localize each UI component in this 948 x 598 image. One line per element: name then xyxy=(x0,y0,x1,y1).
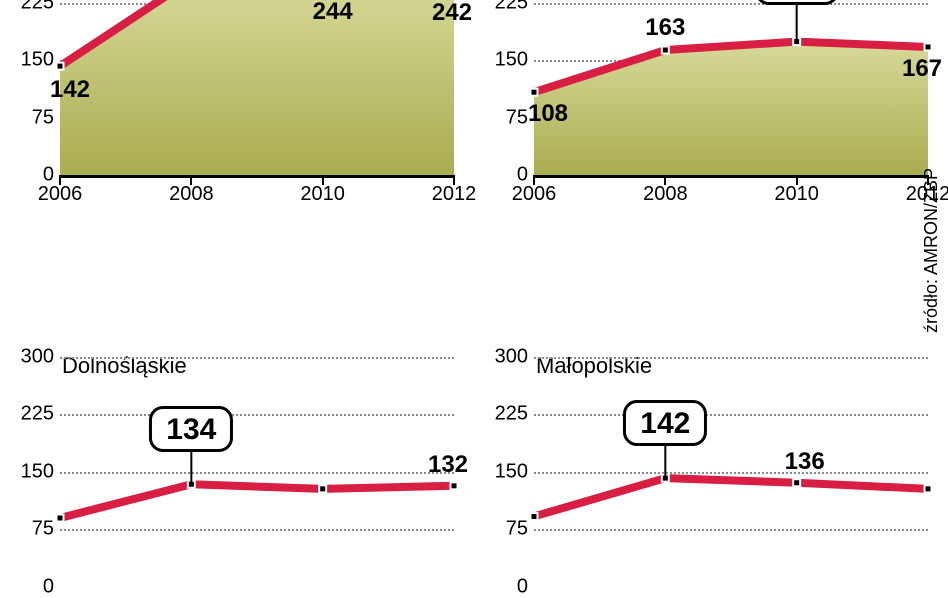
plot-area: 075150225300132134 xyxy=(60,357,454,587)
data-marker xyxy=(662,47,669,54)
y-tick-label: 150 xyxy=(21,460,54,483)
chart-svg xyxy=(60,0,454,175)
y-tick-label: 225 xyxy=(495,0,528,14)
callout-box: 174 xyxy=(755,0,839,5)
y-tick-label: 75 xyxy=(506,518,528,541)
x-tick-label: 2010 xyxy=(774,183,819,206)
y-tick-label: 225 xyxy=(495,403,528,426)
x-tick-label: 2008 xyxy=(643,183,688,206)
series-line-segment xyxy=(60,484,191,518)
x-tick-label: 2006 xyxy=(38,183,83,206)
x-tick-label: 2006 xyxy=(512,183,557,206)
x-tick-label: 2012 xyxy=(432,183,477,206)
chart-svg xyxy=(534,0,928,175)
series-line-segment xyxy=(534,478,665,516)
data-marker xyxy=(531,512,538,519)
data-label: 244 xyxy=(313,0,353,26)
chart-panel-bottom-right: Małopolskie075150225300136142 xyxy=(474,297,948,594)
series-area-fill xyxy=(534,42,928,175)
data-label: 242 xyxy=(432,0,472,27)
data-label: 163 xyxy=(645,14,685,42)
data-label: 132 xyxy=(428,451,468,479)
data-marker xyxy=(531,89,538,96)
series-line-segment xyxy=(665,478,796,483)
data-marker xyxy=(793,479,800,486)
y-tick-label: 75 xyxy=(32,518,54,541)
data-marker xyxy=(925,43,932,50)
y-tick-label: 0 xyxy=(517,575,528,598)
callout-box: 134 xyxy=(149,406,233,452)
y-tick-label: 75 xyxy=(32,106,54,129)
data-marker xyxy=(57,514,64,521)
data-label: 108 xyxy=(528,100,568,128)
x-axis-baseline xyxy=(534,175,928,178)
data-marker xyxy=(319,485,326,492)
data-label: 142 xyxy=(50,76,90,104)
callout-box: 142 xyxy=(623,400,707,446)
x-tick-label: 2010 xyxy=(300,183,345,206)
data-label: 167 xyxy=(902,55,942,83)
plot-area: 0751502252006200820102012142244242 xyxy=(60,0,454,175)
chart-panel-bottom-left: Dolnośląskie075150225300132134 xyxy=(0,297,474,594)
y-tick-label: 225 xyxy=(21,0,54,14)
series-line-segment xyxy=(797,42,928,47)
x-tick-label: 2008 xyxy=(169,183,214,206)
y-tick-label: 150 xyxy=(21,49,54,72)
data-label: 136 xyxy=(785,448,825,476)
y-tick-label: 300 xyxy=(21,345,54,368)
data-marker xyxy=(57,63,64,70)
y-tick-label: 150 xyxy=(495,460,528,483)
series-line-segment xyxy=(797,482,928,488)
series-line-segment xyxy=(191,484,322,489)
y-tick-label: 0 xyxy=(43,575,54,598)
series-line-segment xyxy=(323,485,454,488)
x-axis-baseline xyxy=(60,175,454,178)
plot-area: 0751502252006200820102012108163167174 xyxy=(534,0,928,175)
y-tick-label: 150 xyxy=(495,49,528,72)
y-tick-label: 75 xyxy=(506,106,528,129)
chart-svg xyxy=(534,357,928,587)
data-marker xyxy=(925,485,932,492)
y-tick-label: 225 xyxy=(21,403,54,426)
chart-panel-top-right: 0751502252006200820102012108163167174 xyxy=(474,0,948,297)
source-credit: źródło: AMRON/ZBP xyxy=(921,168,942,333)
y-tick-label: 300 xyxy=(495,345,528,368)
data-marker xyxy=(451,482,458,489)
chart-panel-top-left: 0751502252006200820102012142244242 xyxy=(0,0,474,297)
plot-area: 075150225300136142 xyxy=(534,357,928,587)
chart-svg xyxy=(60,357,454,587)
